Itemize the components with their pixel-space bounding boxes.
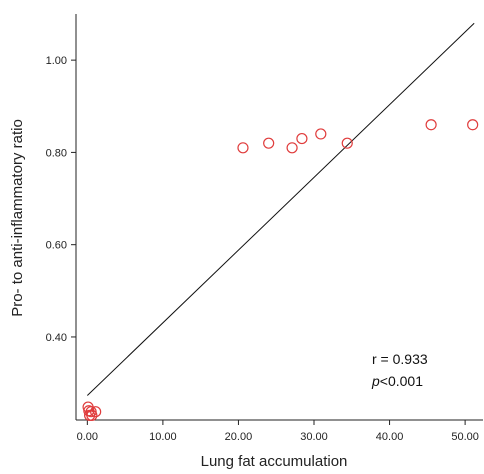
data-point [90,406,102,418]
data-point [86,409,98,421]
plot-area: 0.00 10.00 20.00 30.00 40.00 50.00 0.400.600.… [46,14,483,443]
p-value: <0.001 [380,373,423,389]
data-point [237,142,249,154]
y-tick-label: 0.60 [46,240,67,252]
data-points [82,119,479,421]
p-value-annotation: p<0.001 [371,373,423,389]
x-tick-label: 30.00 [300,431,328,443]
data-point [263,137,275,149]
x-axis-title: Lung fat accumulation [201,453,348,470]
x-tick-label: 40.00 [376,431,404,443]
correlation-annotation: r = 0.933 [372,351,428,367]
y-ticks: 0.40 0.60 0.80 1.00 [46,55,76,344]
data-point [341,137,353,149]
regression-line [86,22,475,396]
x-tick-label: 50.00 [451,431,479,443]
data-point [286,142,298,154]
x-tick-label: 0.00 [77,431,98,443]
y-tick-label: 1.00 [46,55,67,67]
p-symbol: p [371,373,380,389]
x-tick-label: 10.00 [149,431,177,443]
data-point [467,119,479,131]
data-point [425,119,437,131]
y-tick-label: 0.40 [46,332,67,344]
x-tick-label: 20.00 [225,431,253,443]
y-axis-title: Pro- to anti-inflammatory ratio [9,119,26,317]
data-point [296,132,308,145]
y-tick-label: 0.80 [46,147,67,159]
data-point [315,128,327,140]
x-ticks: 0.00 10.00 20.00 30.00 40.00 50.00 [77,420,479,443]
